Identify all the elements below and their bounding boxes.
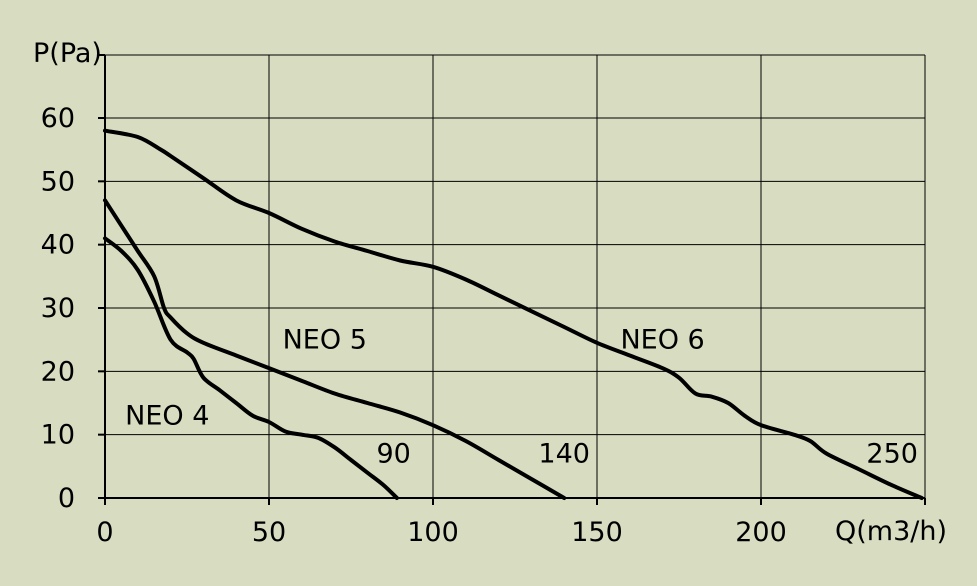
y-tick-label: 30 — [41, 293, 75, 324]
x-tick-label: 150 — [571, 517, 623, 548]
y-tick-label: 40 — [41, 230, 75, 261]
curve-neo-4 — [103, 236, 399, 500]
annotation-label: 140 — [538, 439, 590, 470]
curve-neo-5 — [103, 198, 567, 500]
y-tick-label: 60 — [41, 103, 75, 134]
y-axis-title: P(Pa) — [33, 38, 102, 69]
y-tick-label: 0 — [58, 483, 75, 514]
curves — [103, 128, 924, 500]
annotations: NEO 4 NEO 5 NEO 6 90 140 250 — [125, 325, 918, 470]
annotation-label: 250 — [866, 439, 918, 470]
curve-neo-6 — [103, 128, 924, 500]
y-tick-label: 20 — [41, 356, 75, 387]
x-tick-label: 50 — [252, 517, 286, 548]
tick-labels: 0 10 20 30 40 50 60 0 50 100 150 200 — [41, 103, 787, 548]
x-axis-title: Q(m3/h) — [835, 516, 947, 547]
x-tick-label: 100 — [407, 517, 459, 548]
x-tick-label: 0 — [96, 517, 113, 548]
x-tick-label: 200 — [735, 517, 787, 548]
annotation-label: NEO 5 — [283, 325, 367, 356]
y-tick-label: 50 — [41, 166, 75, 197]
y-tick-label: 10 — [41, 420, 75, 451]
annotation-label: NEO 6 — [620, 325, 704, 356]
annotation-label: 90 — [376, 439, 410, 470]
annotation-label: NEO 4 — [125, 401, 209, 432]
grid — [105, 54, 926, 498]
